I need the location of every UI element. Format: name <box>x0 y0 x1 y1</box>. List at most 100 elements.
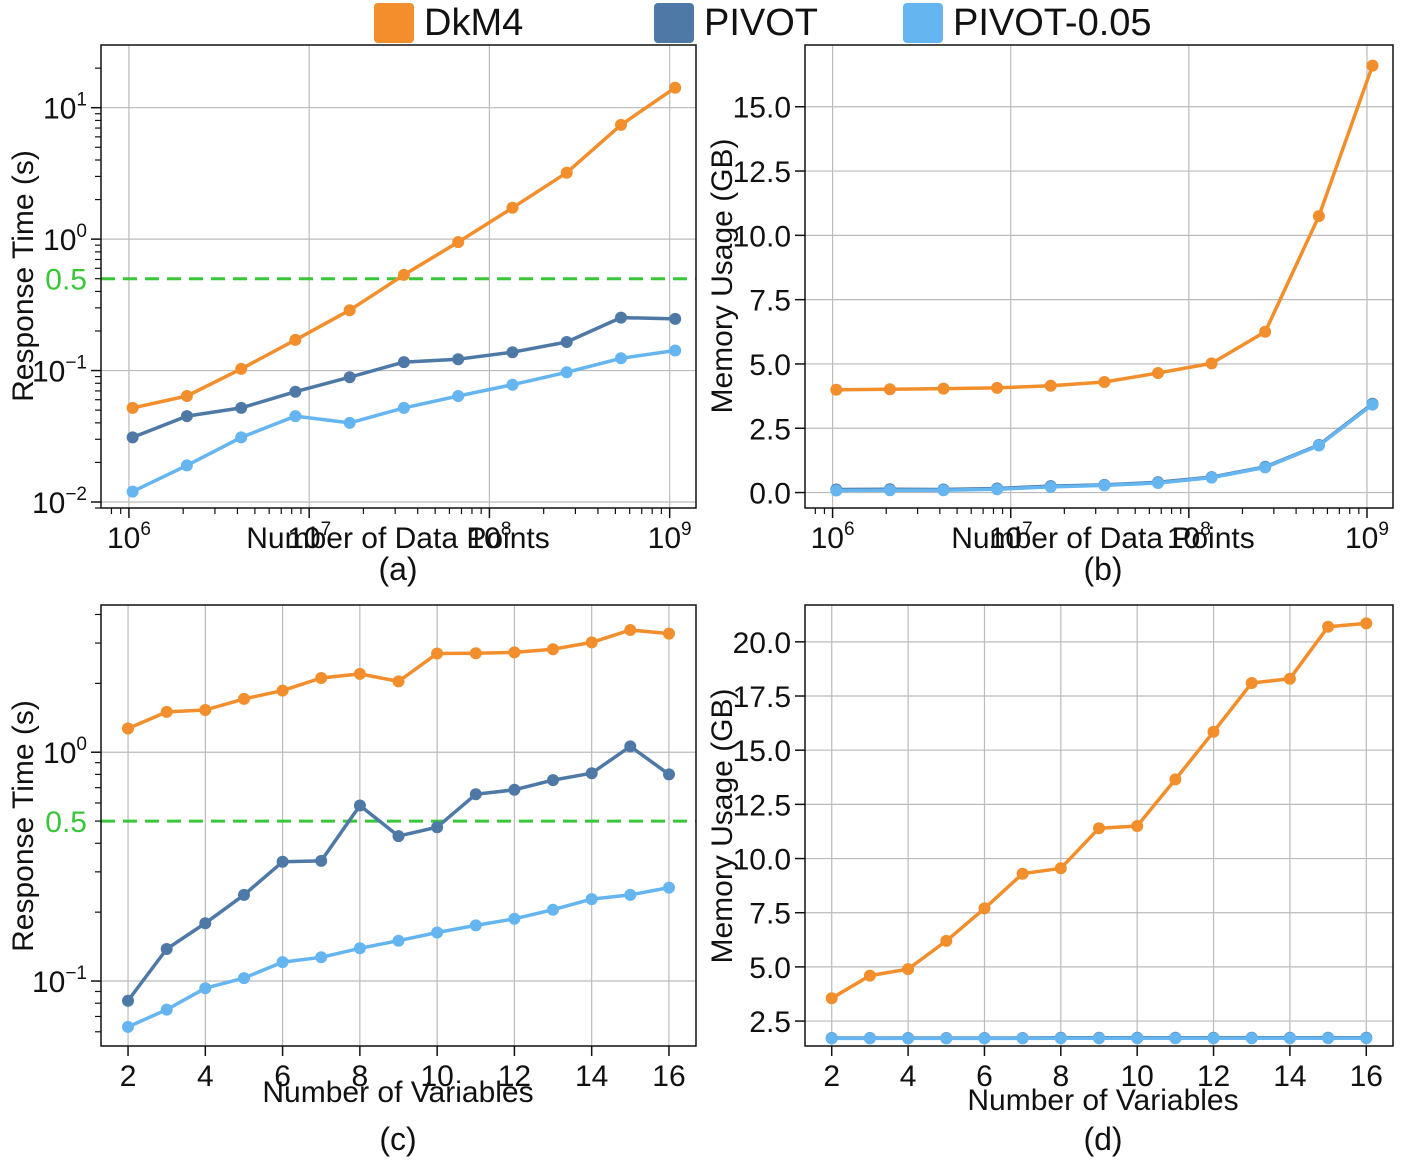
y-tick-label: 100 <box>43 221 87 257</box>
data-point-pivot-0.05 <box>508 912 521 925</box>
axes-frame <box>100 44 697 509</box>
data-point-pivot <box>624 740 637 753</box>
data-point-dkm4 <box>1169 773 1182 786</box>
data-point-pivot-0.05 <box>315 951 328 964</box>
y-tick-label: 20.0 <box>733 627 791 660</box>
data-point-pivot-0.05 <box>1044 480 1057 493</box>
legend-item-pivot-005: PIVOT-0.05 <box>903 2 1152 44</box>
data-point-dkm4 <box>902 963 915 976</box>
data-point-dkm4 <box>180 390 193 402</box>
axes-frame <box>804 44 1394 509</box>
legend-item-pivot: PIVOT <box>654 2 818 44</box>
x-tick-label: 16 <box>652 1060 685 1093</box>
data-point-dkm4 <box>978 902 991 915</box>
data-point-dkm4 <box>506 201 519 214</box>
data-point-dkm4 <box>1098 376 1111 388</box>
data-point-pivot-0.05 <box>506 378 519 391</box>
data-point-dkm4 <box>830 383 843 396</box>
x-tick-label: 107 <box>287 519 331 555</box>
data-point-dkm4 <box>1207 725 1220 738</box>
data-point-pivot-0.05 <box>180 459 193 472</box>
y-tick-label: 100 <box>43 734 87 770</box>
data-point-pivot <box>560 336 573 348</box>
data-point-dkm4 <box>235 362 248 375</box>
series-line-pivot-0.05 <box>131 348 676 494</box>
data-point-pivot <box>392 830 405 843</box>
legend-swatch-pivot <box>654 3 694 43</box>
y-tick-label: 17.5 <box>733 681 791 714</box>
data-point-dkm4 <box>615 118 627 131</box>
data-point-dkm4 <box>160 705 173 718</box>
data-point-dkm4 <box>1205 357 1218 370</box>
data-point-dkm4 <box>883 383 896 396</box>
data-point-pivot <box>547 774 559 787</box>
data-point-pivot-0.05 <box>343 416 356 429</box>
data-point-pivot <box>506 346 519 359</box>
x-tick-label: 16 <box>1350 1060 1383 1093</box>
legend-item-dkm4: DkM4 <box>374 2 523 44</box>
data-point-dkm4 <box>669 81 682 94</box>
x-tick-label: 108 <box>467 519 511 555</box>
data-point-pivot-0.05 <box>235 431 248 444</box>
data-point-dkm4 <box>1044 379 1057 392</box>
data-point-pivot <box>469 788 482 801</box>
legend-label-dkm4: DkM4 <box>424 1 524 44</box>
data-point-pivot <box>397 356 410 369</box>
data-point-dkm4 <box>560 166 573 179</box>
y-tick-label: 12.5 <box>733 789 791 822</box>
data-point-dkm4 <box>825 992 838 1005</box>
data-point-pivot <box>180 410 193 423</box>
data-point-dkm4 <box>585 636 598 649</box>
panel-label: (a) <box>378 551 417 587</box>
y-tick-label: 10−1 <box>32 963 87 999</box>
data-point-pivot <box>126 431 139 444</box>
data-point-pivot <box>289 385 302 398</box>
data-point-dkm4 <box>991 381 1004 394</box>
y-tick-label: 15.0 <box>733 92 791 125</box>
data-point-dkm4 <box>1366 59 1379 72</box>
x-tick-label: 4 <box>197 1060 214 1093</box>
data-point-pivot-0.05 <box>1322 1032 1335 1045</box>
x-tick-label: 109 <box>648 519 692 555</box>
data-point-dkm4 <box>547 643 559 656</box>
series-line-dkm4 <box>836 65 1375 392</box>
x-tick-label: 4 <box>900 1060 917 1093</box>
data-point-pivot <box>452 353 465 366</box>
data-point-dkm4 <box>1259 325 1272 338</box>
data-point-pivot <box>276 855 289 868</box>
data-point-pivot-0.05 <box>830 484 843 497</box>
data-point-dkm4 <box>940 934 953 947</box>
data-point-dkm4 <box>469 647 482 660</box>
y-tick-label: 7.5 <box>749 285 791 318</box>
legend-label-pivot-005: PIVOT-0.05 <box>953 1 1152 44</box>
y-axis-label: Memory Usage (GB) <box>706 688 739 963</box>
data-point-pivot-0.05 <box>1207 1032 1220 1045</box>
x-axis-label: Number of Variables <box>967 1084 1238 1117</box>
data-point-dkm4 <box>1245 677 1258 689</box>
data-point-dkm4 <box>276 684 289 697</box>
panel-label: (d) <box>1083 1121 1122 1157</box>
data-point-pivot-0.05 <box>1093 1032 1105 1045</box>
y-axis-label: Response Time (s) <box>7 150 40 402</box>
x-tick-label: 8 <box>1052 1060 1069 1093</box>
data-point-dkm4 <box>1312 210 1325 223</box>
data-point-pivot-0.05 <box>122 1020 134 1033</box>
data-point-pivot-0.05 <box>276 956 289 969</box>
axes-frame <box>100 604 697 1047</box>
data-point-pivot-0.05 <box>1259 461 1272 474</box>
y-tick-label: 0.0 <box>749 478 791 511</box>
data-point-pivot-0.05 <box>160 1003 173 1016</box>
data-point-dkm4 <box>199 704 212 716</box>
threshold-label: 0.5 <box>45 264 87 297</box>
data-point-pivot-0.05 <box>1366 398 1379 411</box>
data-point-dkm4 <box>353 667 366 680</box>
data-point-pivot-0.05 <box>883 484 896 497</box>
data-point-dkm4 <box>624 624 637 636</box>
legend-swatch-dkm4 <box>374 3 414 43</box>
data-point-pivot-0.05 <box>199 982 212 995</box>
data-point-pivot-0.05 <box>615 352 627 365</box>
data-point-pivot-0.05 <box>1169 1032 1182 1045</box>
x-tick-label: 6 <box>976 1060 993 1093</box>
x-tick-label: 106 <box>811 519 855 555</box>
